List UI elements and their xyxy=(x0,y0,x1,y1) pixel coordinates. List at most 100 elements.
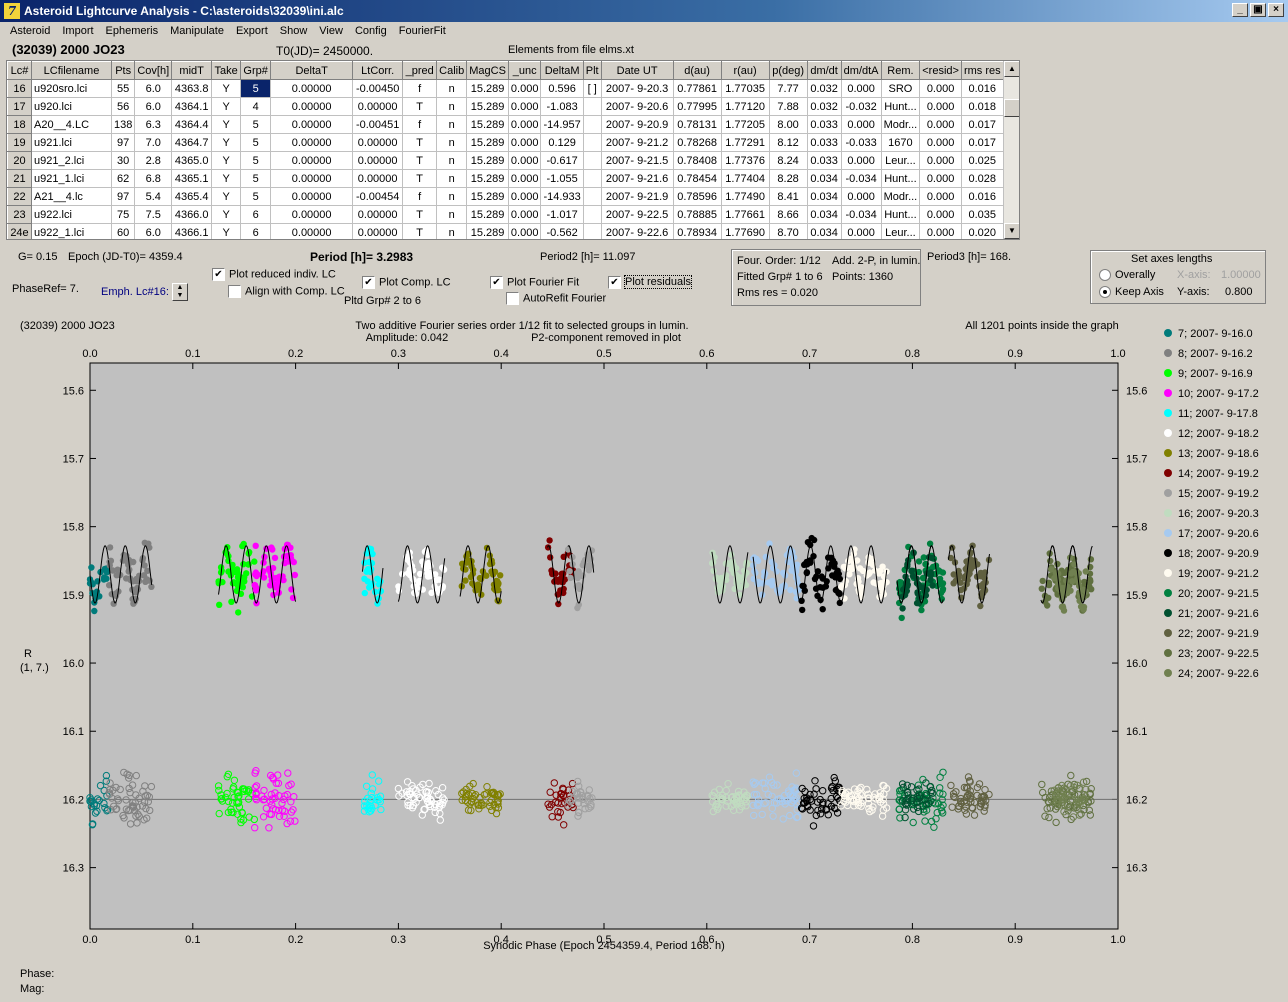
table-cell[interactable]: Y xyxy=(211,97,242,116)
table-cell[interactable]: f xyxy=(402,187,438,206)
table-cell[interactable]: Hunt... xyxy=(881,97,921,116)
table-cell[interactable]: 5 xyxy=(240,133,272,152)
row-number[interactable]: 24e xyxy=(7,223,32,239)
table-cell[interactable]: 4365.0 xyxy=(171,151,213,170)
table-cell[interactable]: 0.596 xyxy=(540,79,584,98)
table-cell[interactable]: 2007- 9-20.3 xyxy=(601,79,674,98)
close-button[interactable]: × xyxy=(1268,3,1284,17)
table-cell[interactable]: 0.000 xyxy=(919,79,962,98)
menu-config[interactable]: Config xyxy=(354,25,387,37)
table-cell[interactable] xyxy=(583,205,602,224)
table-cell[interactable]: 0.000 xyxy=(841,223,882,239)
table-cell[interactable]: 0.034 xyxy=(807,169,842,188)
column-header[interactable]: _unc xyxy=(507,61,542,80)
table-cell[interactable]: 0.032 xyxy=(807,97,842,116)
table-cell[interactable]: 1.77120 xyxy=(721,97,770,116)
table-cell[interactable]: Leur... xyxy=(881,223,921,239)
table-cell[interactable]: 4366.1 xyxy=(171,223,213,239)
table-cell[interactable]: 0.018 xyxy=(961,97,1004,116)
table-cell[interactable]: u921_1.lci xyxy=(31,169,112,188)
table-cell[interactable]: 4364.7 xyxy=(171,133,213,152)
plot-comp-checkbox[interactable]: ✔ Plot Comp. LC xyxy=(362,276,451,289)
table-cell[interactable]: 97 xyxy=(111,187,136,206)
table-cell[interactable]: 30 xyxy=(111,151,136,170)
table-cell[interactable]: 0.78596 xyxy=(673,187,722,206)
table-cell[interactable]: 0.78934 xyxy=(673,223,722,239)
table-cell[interactable]: 0.78408 xyxy=(673,151,722,170)
table-cell[interactable]: 0.78131 xyxy=(673,115,722,134)
table-cell[interactable]: 5 xyxy=(240,169,272,188)
table-cell[interactable]: 0.000 xyxy=(919,187,962,206)
table-cell[interactable]: 56 xyxy=(111,97,136,116)
table-cell[interactable]: 0.78885 xyxy=(673,205,722,224)
table-cell[interactable] xyxy=(583,115,602,134)
table-cell[interactable]: 6.0 xyxy=(134,223,173,239)
table-cell[interactable]: 2007- 9-20.9 xyxy=(601,115,674,134)
column-header[interactable]: DeltaT xyxy=(270,61,354,80)
table-cell[interactable]: 0.000 xyxy=(508,133,542,152)
table-cell[interactable]: -14.957 xyxy=(540,115,584,134)
table-cell[interactable]: 0.000 xyxy=(841,151,882,170)
table-cell[interactable]: -1.083 xyxy=(540,97,584,116)
table-row[interactable]: 24e u922_1.lci 60 6.0 4366.1 Y 6 0.00000 0.00000… xyxy=(7,223,1004,239)
menu-fourierfit[interactable]: FourierFit xyxy=(398,25,446,37)
table-cell[interactable]: -0.034 xyxy=(841,169,882,188)
table-cell[interactable]: 15.289 xyxy=(466,151,509,170)
period3-label[interactable]: Period3 [h]= 168. xyxy=(927,251,1012,263)
table-cell[interactable] xyxy=(583,169,602,188)
table-cell[interactable]: 0.00000 xyxy=(270,151,354,170)
table-cell[interactable]: 15.289 xyxy=(466,223,509,239)
table-cell[interactable]: -0.00454 xyxy=(352,187,404,206)
row-number[interactable]: 23 xyxy=(7,205,32,224)
table-cell[interactable]: u922_1.lci xyxy=(31,223,112,239)
row-number[interactable]: 21 xyxy=(7,169,32,188)
table-cell[interactable]: 0.00000 xyxy=(352,151,404,170)
table-cell[interactable]: 0.000 xyxy=(508,205,542,224)
table-row[interactable]: 18 A20__4.LC 138 6.3 4364.4 Y 5 0.00000 -0.00451… xyxy=(7,115,1004,134)
table-cell[interactable]: 7.5 xyxy=(134,205,173,224)
table-cell[interactable]: n xyxy=(436,97,468,116)
table-cell[interactable]: 0.000 xyxy=(919,151,962,170)
column-header[interactable]: _pred xyxy=(402,61,438,80)
table-cell[interactable]: 15.289 xyxy=(466,187,509,206)
table-cell[interactable]: 8.28 xyxy=(769,169,808,188)
table-cell[interactable]: 75 xyxy=(111,205,136,224)
menu-view[interactable]: View xyxy=(319,25,343,37)
column-header[interactable]: rms res xyxy=(960,61,1004,80)
table-cell[interactable]: 1.77376 xyxy=(721,151,770,170)
scroll-thumb[interactable] xyxy=(1004,99,1019,117)
table-cell[interactable]: 8.66 xyxy=(769,205,808,224)
table-cell[interactable]: Y xyxy=(211,115,242,134)
minimize-button[interactable]: _ xyxy=(1232,3,1248,17)
table-cell[interactable]: 2007- 9-22.6 xyxy=(601,223,674,239)
row-number[interactable]: 19 xyxy=(7,133,32,152)
table-cell[interactable]: 1.77404 xyxy=(721,169,770,188)
table-cell[interactable]: 0.020 xyxy=(961,223,1004,239)
table-cell[interactable]: 0.77995 xyxy=(673,97,722,116)
table-cell[interactable]: u920.lci xyxy=(31,97,112,116)
column-header[interactable]: midT xyxy=(171,61,213,80)
table-cell[interactable]: 5 xyxy=(240,115,272,134)
restore-button[interactable]: ▣ xyxy=(1250,3,1266,17)
table-cell[interactable]: 0.000 xyxy=(508,169,542,188)
table-cell[interactable]: 0.000 xyxy=(508,79,542,98)
table-cell[interactable]: Leur... xyxy=(881,151,921,170)
overally-radio[interactable]: Overally xyxy=(1099,269,1155,282)
table-cell[interactable]: T xyxy=(402,151,438,170)
menu-show[interactable]: Show xyxy=(279,25,308,37)
table-cell[interactable]: n xyxy=(436,187,468,206)
table-cell[interactable] xyxy=(583,97,602,116)
table-cell[interactable]: 4363.8 xyxy=(171,79,213,98)
plot-residuals-checkbox[interactable]: ✔ Plot residuals xyxy=(608,275,693,290)
period2-label[interactable]: Period2 [h]= 11.097 xyxy=(540,251,636,263)
yaxis-value[interactable]: 0.800 xyxy=(1225,286,1253,298)
table-cell[interactable]: 0.78454 xyxy=(673,169,722,188)
table-cell[interactable]: 2007- 9-21.6 xyxy=(601,169,674,188)
table-cell[interactable]: u921_2.lci xyxy=(31,151,112,170)
table-cell[interactable]: 0.00000 xyxy=(352,205,404,224)
scroll-down-icon[interactable]: ▼ xyxy=(1004,223,1019,239)
table-cell[interactable]: -1.017 xyxy=(540,205,584,224)
table-cell[interactable]: SRO xyxy=(881,79,921,98)
table-cell[interactable]: 0.034 xyxy=(807,187,842,206)
